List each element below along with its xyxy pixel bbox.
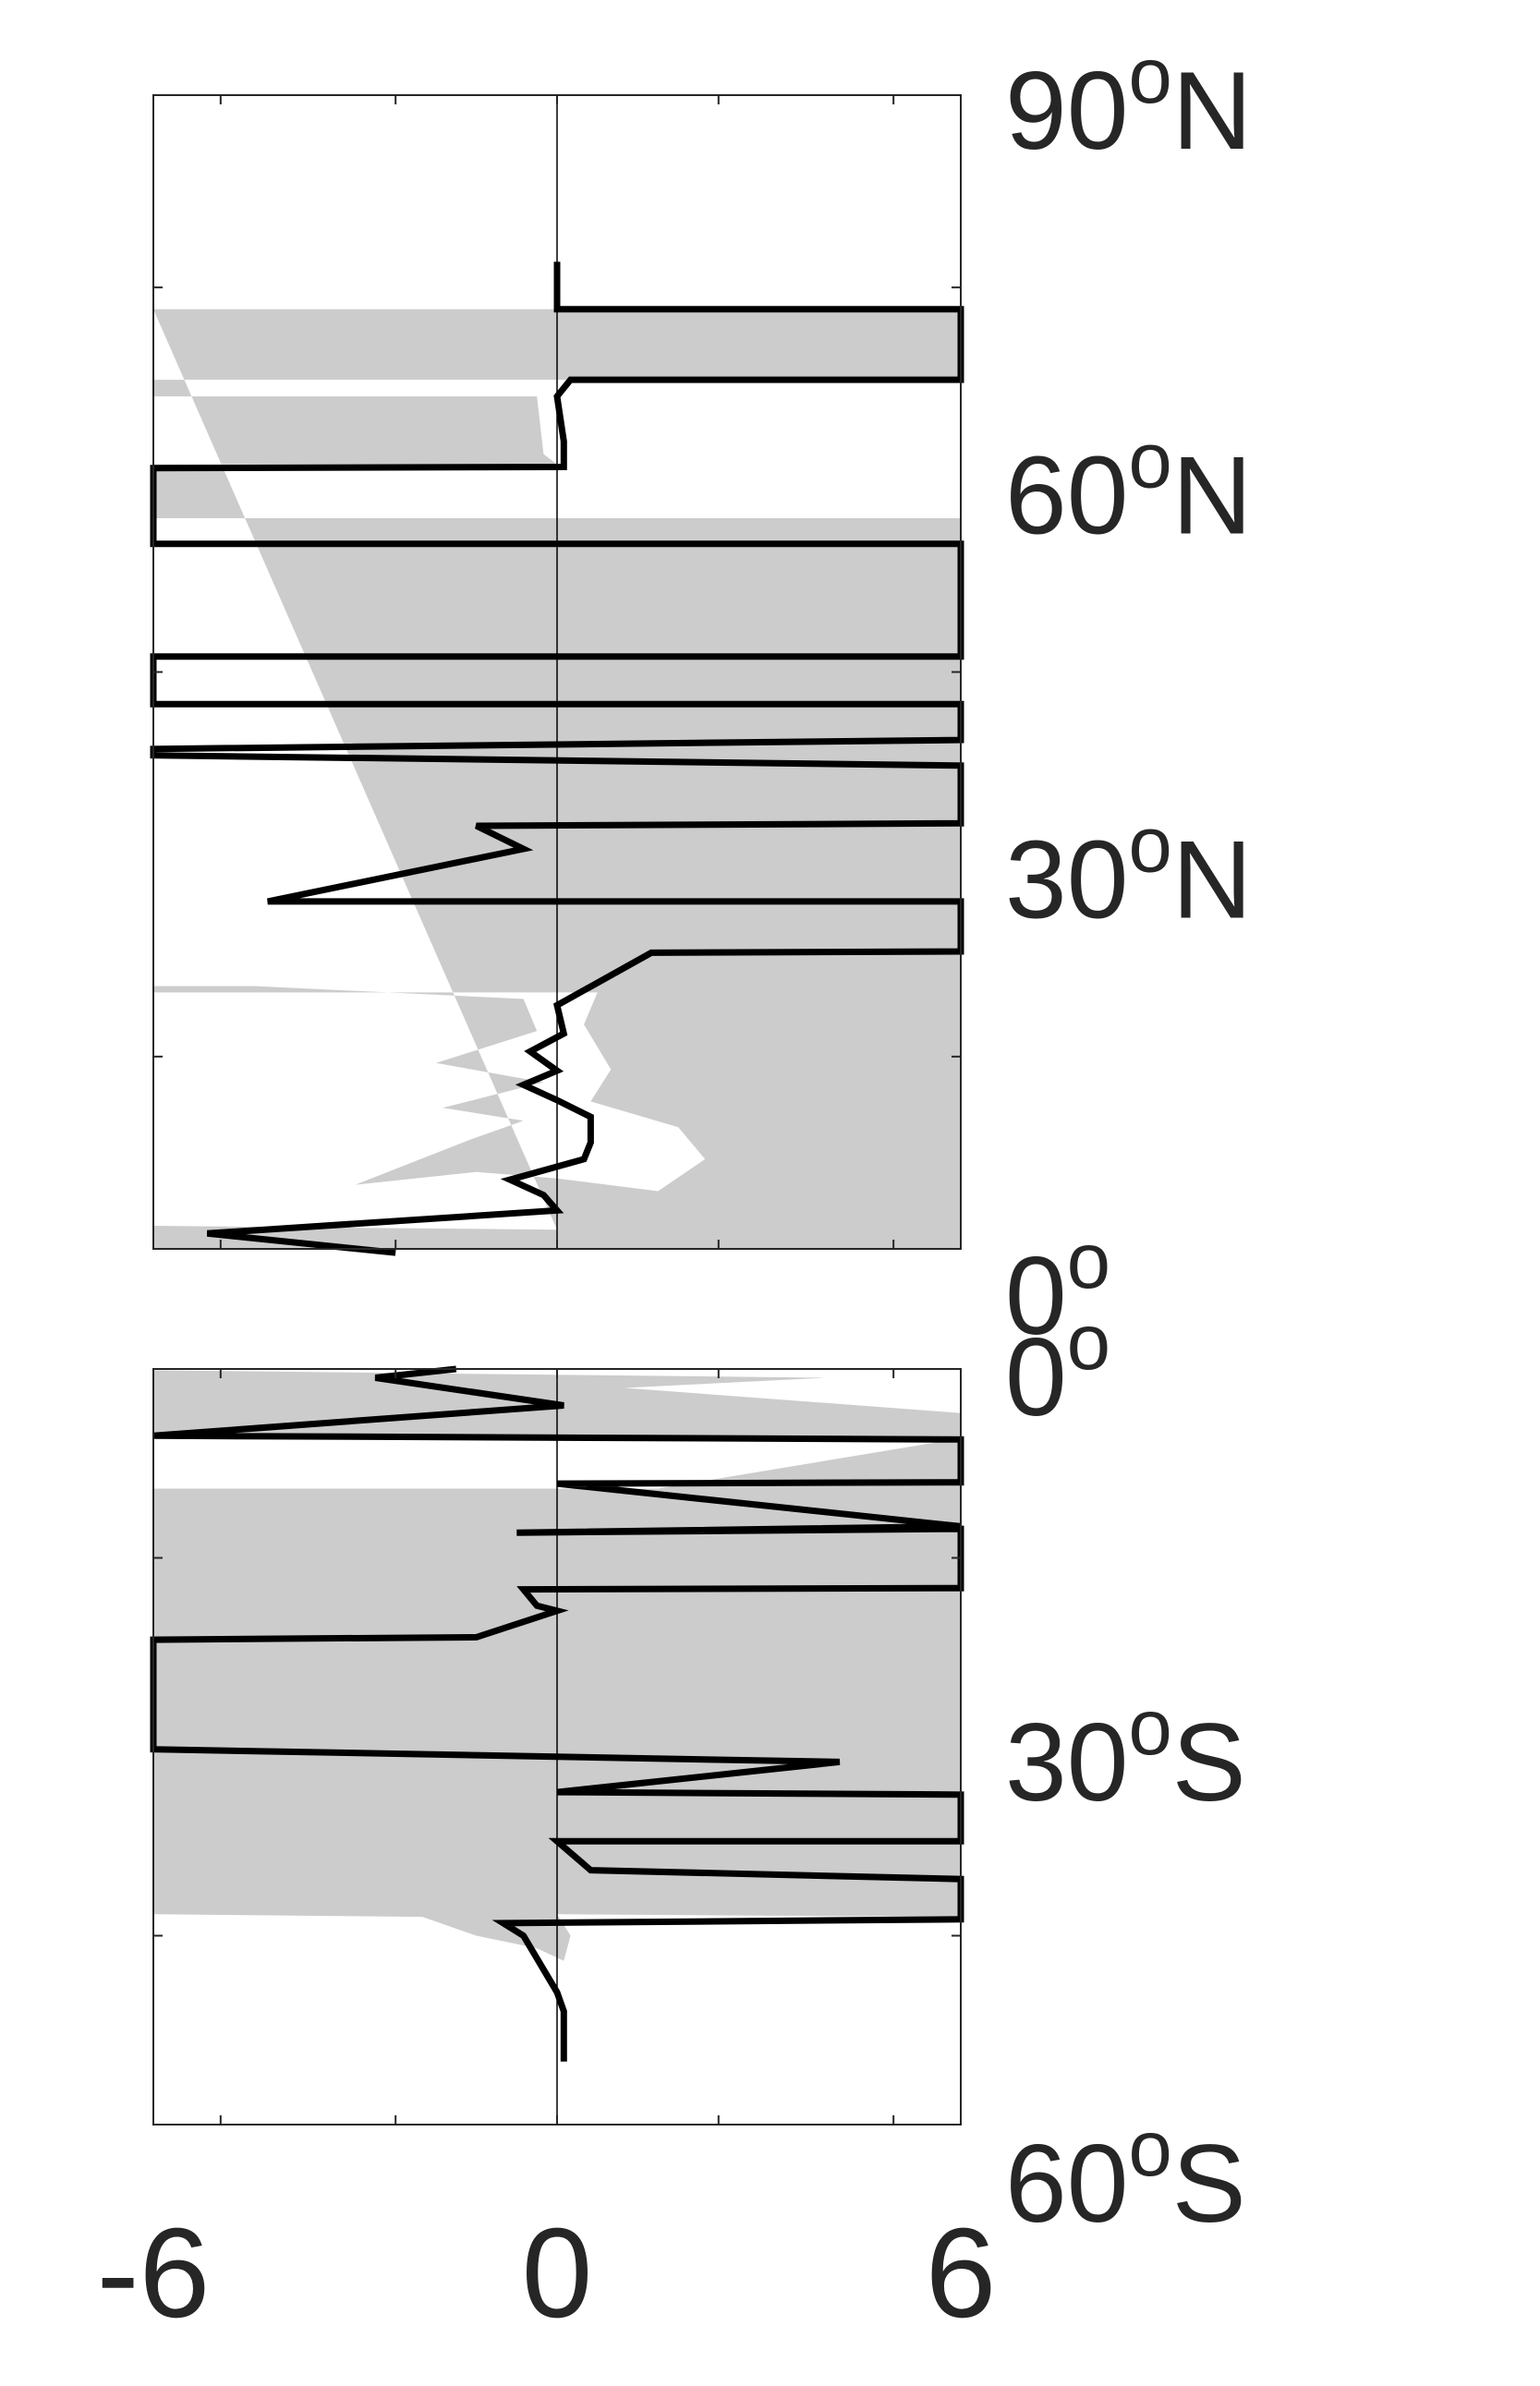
x-tick-label-1: -6	[97, 2202, 211, 2344]
degree-sign: o	[1128, 417, 1171, 504]
latitude-label-north-2: 60oN	[1005, 417, 1252, 557]
degree-sign: o	[1128, 2105, 1171, 2193]
latitude-label-south-2: 30oS	[1005, 1684, 1246, 1824]
hemisphere-letter: S	[1172, 1701, 1246, 1824]
hemisphere-letter: N	[1172, 818, 1253, 942]
degree-sign: o	[1128, 32, 1171, 120]
latitude-label-north-1: 90oN	[1005, 32, 1252, 173]
latitude-label-south-3: 60oS	[1005, 2105, 1246, 2246]
data-line-1	[150, 261, 964, 1256]
x-tick-label-3: 6	[926, 2202, 997, 2344]
latitude-degrees: 0	[1005, 1234, 1067, 1358]
latitude-degrees: 30	[1005, 818, 1128, 942]
hemisphere-letter: N	[1172, 49, 1253, 173]
latitude-degrees: 30	[1005, 1701, 1128, 1824]
hemisphere-letter: N	[1172, 433, 1253, 557]
latitude-degrees: 90	[1005, 49, 1128, 173]
latitude-degrees: 60	[1005, 433, 1128, 557]
degree-sign: o	[1128, 802, 1171, 890]
degree-sign: o	[1067, 1217, 1110, 1305]
latitude-label-north-3: 30oN	[1005, 802, 1252, 942]
x-tick-label-2: 0	[522, 2202, 593, 2344]
hemisphere-letter: S	[1172, 2122, 1246, 2246]
latitude-label-north-4: 0o	[1005, 1217, 1110, 1358]
latitude-label-south-1: 0o	[1005, 1299, 1110, 1439]
degree-sign: o	[1128, 1684, 1171, 1772]
latitude-degrees: 60	[1005, 2122, 1128, 2246]
latitude-degrees: 0	[1005, 1315, 1067, 1439]
degree-sign: o	[1067, 1299, 1110, 1387]
